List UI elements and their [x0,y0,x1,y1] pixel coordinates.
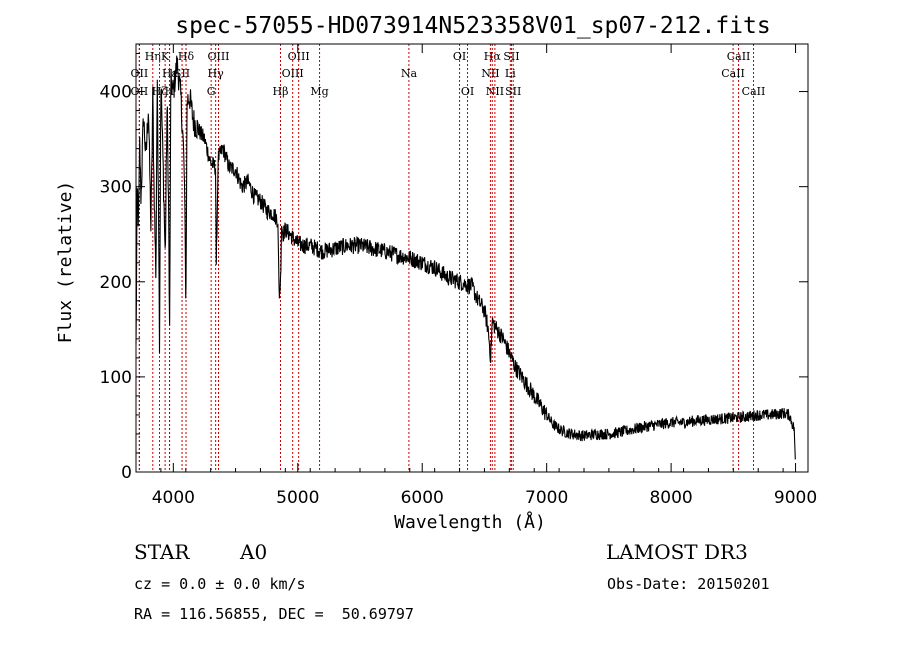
y-tick-label-1: 100 [100,368,132,388]
y-tick-label-2: 200 [100,273,132,293]
marker-label-24: SII [505,85,521,98]
x-tick-label-0: 4000 [152,488,195,508]
chart-title: spec-57055-HD073914N523358V01_sp07-212.f… [175,13,770,39]
marker-label-12: Hβ [273,85,289,98]
plot-frame [135,43,809,473]
survey-name: LAMOST DR3 [606,540,748,564]
marker-label-14: OIII [282,67,304,80]
x-tick-label-2: 6000 [401,488,444,508]
y-axis-label: Flux (relative) [55,181,76,344]
coordinates: RA = 116.56855, DEC = 50.69797 [134,605,414,623]
marker-label-18: OI [461,85,474,98]
obs-date: Obs-Date: 20150201 [607,575,770,593]
axis-ticks: 4000 5000 6000 7000 8000 9000 0 100 200 300 400 [100,44,817,508]
x-tick-label-1: 5000 [276,488,319,508]
marker-label-23: NII [486,85,504,98]
marker-label-27: CaII [742,85,766,98]
redshift-cz: cz = 0.0 ± 0.0 km/s [134,575,306,593]
marker-label-15: Mg [310,85,328,98]
marker-label-10: Hγ [208,67,225,80]
x-axis-label: Wavelength (Å) [394,511,546,533]
object-class: STAR [134,540,190,564]
marker-label-22: Li [505,67,516,80]
marker-label-9: OIII [207,50,229,63]
y-tick-label-3: 300 [100,178,132,198]
marker-label-0: Hη [145,50,161,63]
series-line-0 [135,55,796,460]
x-tick-label-3: 7000 [525,488,568,508]
marker-label-11: G [207,85,216,98]
spectral-subclass: A0 [240,540,268,564]
marker-label-13: OIII [288,50,310,63]
series-layer [135,55,796,460]
marker-label-26: CaII [721,67,745,80]
marker-label-6: H [165,85,175,98]
marker-label-19: Hα [484,50,502,63]
marker-label-17: OI [453,50,466,63]
marker-label-7: Hδ [178,50,195,63]
marker-label-20: SII [503,50,519,63]
marker-label-25: CaII [727,50,751,63]
marker-label-16: Na [401,67,418,80]
y-tick-label-0: 0 [121,463,132,483]
x-tick-label-4: 8000 [649,488,692,508]
marker-label-3: Hζ [152,85,168,98]
y-tick-label-4: 400 [100,83,132,103]
marker-label-4: K [161,50,170,63]
x-tick-label-5: 9000 [774,488,817,508]
marker-label-21: NII [481,67,499,80]
